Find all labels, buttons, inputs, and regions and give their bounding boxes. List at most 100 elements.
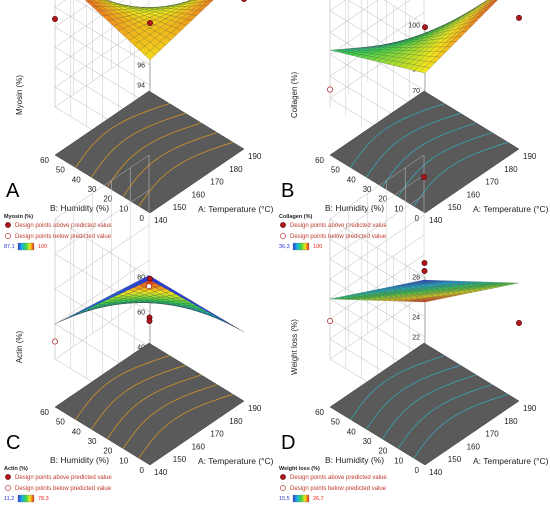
panel-letter: C xyxy=(6,432,20,454)
response-surface xyxy=(85,0,214,61)
z-tick-label: 24 xyxy=(412,315,420,322)
design-point-above xyxy=(147,275,153,282)
panel-letter: A xyxy=(6,180,20,202)
x-tick-label: 180 xyxy=(504,417,518,426)
y-tick-label: 0 xyxy=(415,214,420,223)
x-tick-label: 170 xyxy=(485,430,499,439)
response-surface xyxy=(329,279,520,303)
y-axis-title: B: Humidity (%) xyxy=(50,455,109,465)
design-point-above xyxy=(516,14,522,21)
design-point-above xyxy=(146,318,153,324)
legend-marker-below xyxy=(5,233,11,239)
y-tick-label: 10 xyxy=(394,456,403,465)
y-tick-label: 50 xyxy=(56,166,65,175)
x-tick-label: 180 xyxy=(504,165,518,174)
legend-marker-above xyxy=(280,474,286,480)
x-tick-label: 180 xyxy=(229,417,243,426)
legend: Design points above predicted value Desig… xyxy=(280,222,387,240)
x-axis-title: A: Temperature (°C) xyxy=(198,204,274,214)
z-tick-label: 94 xyxy=(137,83,145,90)
x-tick-label: 140 xyxy=(154,468,168,477)
y-tick-label: 30 xyxy=(88,185,97,194)
legend-label-above: Design points above predicted value xyxy=(15,475,112,481)
x-axis-title: A: Temperature (°C) xyxy=(473,204,549,214)
x-tick-label: 160 xyxy=(192,442,206,451)
x-tick-label: 180 xyxy=(229,165,243,174)
y-tick-label: 30 xyxy=(363,437,372,446)
design-point-above xyxy=(421,260,428,266)
surface-cell xyxy=(419,300,431,303)
y-tick-label: 40 xyxy=(347,427,356,436)
chart-panel-a: 8688909294969810001020304050601401501601… xyxy=(4,0,274,251)
legend-marker-above xyxy=(280,222,286,228)
y-tick-label: 40 xyxy=(72,427,81,436)
colorbar xyxy=(292,494,310,503)
y-tick-label: 20 xyxy=(103,195,112,204)
floor-contour-plane xyxy=(329,90,520,214)
floor-contour-line xyxy=(138,393,234,459)
design-point-above xyxy=(147,20,153,26)
z-tick-label: 60 xyxy=(137,310,145,317)
legend-label-above: Design points above predicted value xyxy=(290,223,387,229)
colorbar-min-label: 15,5 xyxy=(279,496,290,502)
legend-label-above: Design points above predicted value xyxy=(290,475,387,481)
x-tick-label: 160 xyxy=(467,190,481,199)
colorbar xyxy=(292,242,310,251)
y-tick-label: 20 xyxy=(103,447,112,456)
x-tick-label: 140 xyxy=(154,216,168,225)
floor-contour-line xyxy=(91,112,186,178)
y-tick-label: 0 xyxy=(415,466,420,475)
floor-contour-line xyxy=(122,132,218,197)
design-point-below xyxy=(327,318,333,324)
legend-marker-below xyxy=(280,485,286,491)
x-tick-label: 150 xyxy=(173,203,187,212)
floor-contour-line xyxy=(397,132,493,197)
floor-contour-plane xyxy=(329,342,520,466)
design-point-above xyxy=(52,16,58,22)
z-axis-title: Weight loss (%) xyxy=(290,319,299,375)
y-tick-label: 60 xyxy=(315,408,324,417)
legend-label-below: Design points below predicted value xyxy=(15,486,112,492)
floor-contour-line xyxy=(366,112,461,178)
z-tick-label: 40 xyxy=(137,345,145,352)
legend: Design points above predicted value Desig… xyxy=(5,474,112,492)
colorbar-max-label: 78,3 xyxy=(38,496,49,502)
z-tick-label: 96 xyxy=(137,63,145,70)
floor-contour-plane xyxy=(54,90,245,214)
colorbar-max-label: 100 xyxy=(38,244,47,250)
z-axis-title: Actin (%) xyxy=(15,330,24,363)
x-tick-label: 190 xyxy=(523,404,537,413)
y-axis-title: B: Humidity (%) xyxy=(325,455,384,465)
x-tick-label: 150 xyxy=(448,455,462,464)
y-tick-label: 40 xyxy=(347,175,356,184)
design-point-below xyxy=(52,338,58,345)
response-surface xyxy=(54,275,245,333)
design-point-above xyxy=(421,174,427,180)
y-tick-label: 10 xyxy=(394,204,403,213)
colorbar-title: Collagen (%) xyxy=(279,214,312,220)
floor-contour-line xyxy=(381,122,477,188)
x-tick-label: 190 xyxy=(523,152,537,161)
y-tick-label: 0 xyxy=(140,214,145,223)
x-tick-label: 140 xyxy=(429,468,443,477)
response-surface xyxy=(329,0,498,74)
panel-letter: D xyxy=(281,432,295,454)
y-tick-label: 50 xyxy=(331,418,340,427)
x-tick-label: 160 xyxy=(467,442,481,451)
legend-label-above: Design points above predicted value xyxy=(15,223,112,229)
floor-contour-line xyxy=(91,364,186,430)
colorbar-title: Actin (%) xyxy=(4,466,28,472)
floor-contour-line xyxy=(366,364,461,430)
x-tick-label: 140 xyxy=(429,216,443,225)
floor-contour-line xyxy=(75,103,170,168)
y-tick-label: 60 xyxy=(40,156,49,165)
floor-contour-line xyxy=(106,374,202,440)
x-axis-title: A: Temperature (°C) xyxy=(473,456,549,466)
colorbar-title: Myosin (%) xyxy=(4,214,33,220)
design-point-above xyxy=(422,24,428,31)
x-tick-label: 190 xyxy=(248,404,262,413)
x-tick-label: 150 xyxy=(173,455,187,464)
x-tick-label: 170 xyxy=(485,178,499,187)
panel-letter: B xyxy=(281,180,294,202)
